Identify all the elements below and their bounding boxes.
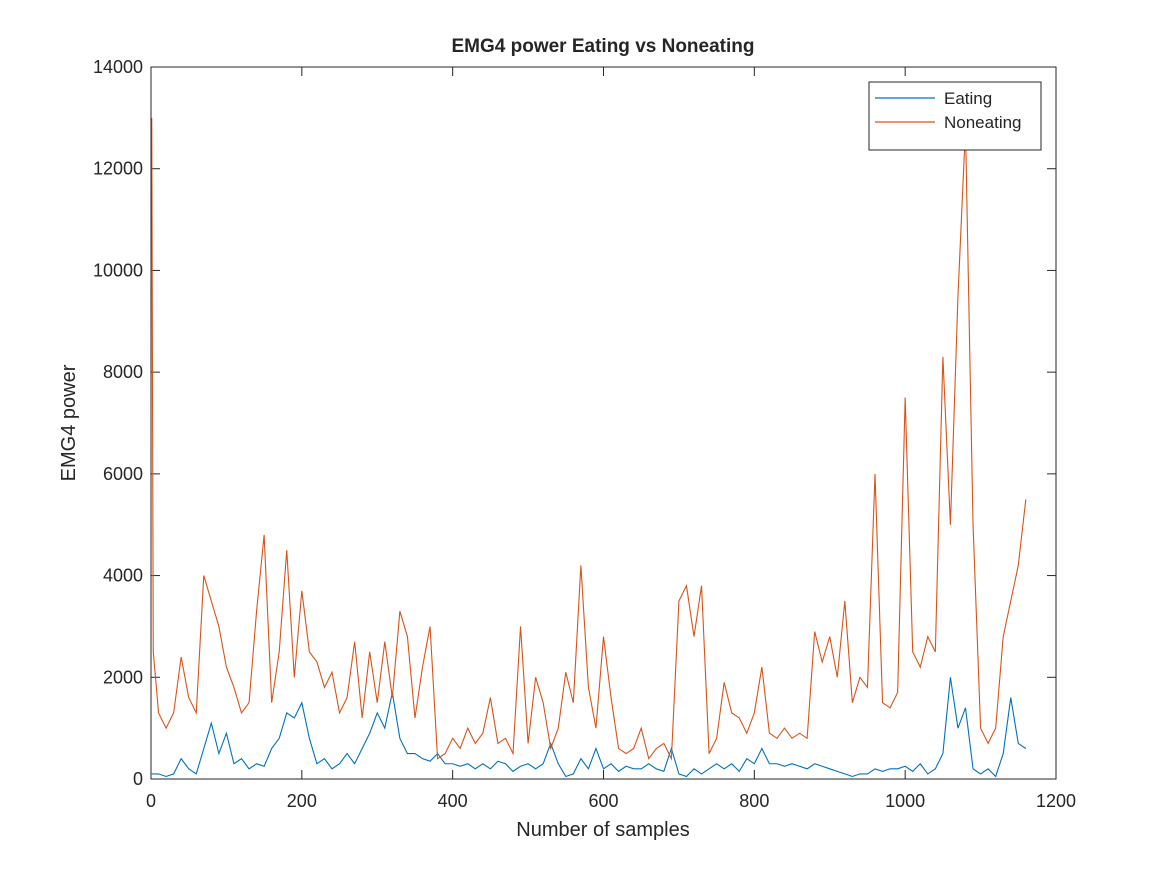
- chart-title: EMG4 power Eating vs Noneating: [452, 36, 755, 57]
- x-tick-label: 1000: [885, 791, 925, 811]
- y-tick-label: 12000: [93, 159, 143, 179]
- y-tick-label: 6000: [103, 464, 143, 484]
- y-axis-label: EMG4 power: [58, 364, 80, 481]
- data-line: [151, 117, 1027, 761]
- y-tick-label: 2000: [103, 667, 143, 687]
- x-tick-label: 200: [287, 791, 317, 811]
- x-axis-label: Number of samples: [516, 819, 689, 841]
- x-tick-label: 0: [146, 791, 156, 811]
- x-tick-label: 1200: [1036, 791, 1076, 811]
- axes-box: [150, 66, 1057, 780]
- x-tick-label: 800: [739, 791, 769, 811]
- x-tick-label: 400: [438, 791, 468, 811]
- y-tick-label: 0: [133, 769, 143, 789]
- y-tick-label: 8000: [103, 362, 143, 382]
- legend-label: Eating: [944, 89, 992, 108]
- data-line: [151, 677, 1027, 778]
- y-tick-label: 4000: [103, 566, 143, 586]
- legend: Eating Noneating: [868, 81, 1042, 151]
- y-tick-label: 10000: [93, 260, 143, 280]
- y-tick-label: 14000: [93, 57, 143, 77]
- x-tick-label: 600: [588, 791, 618, 811]
- legend-label: Noneating: [944, 113, 1022, 132]
- legend-box: [868, 81, 1042, 151]
